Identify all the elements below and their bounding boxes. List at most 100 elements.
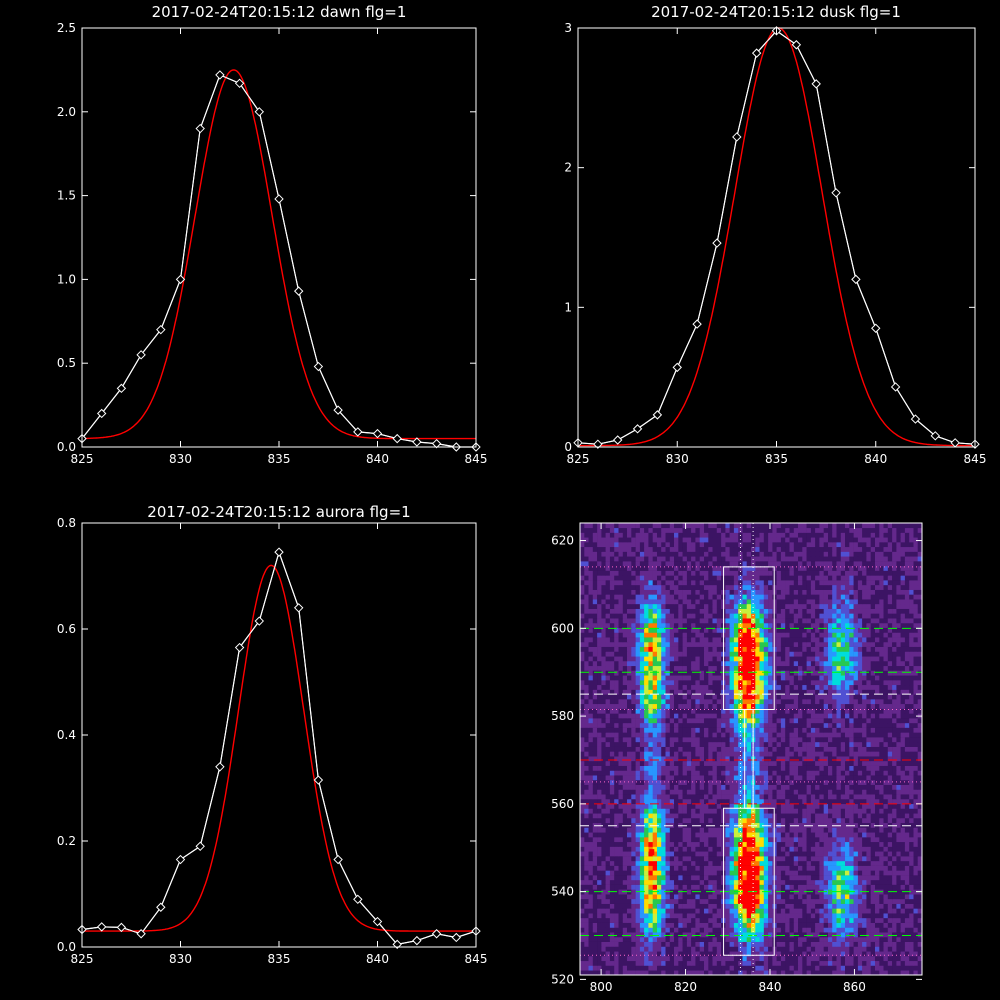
image-pixel	[776, 922, 782, 928]
image-pixel	[819, 741, 824, 747]
image-pixel	[879, 746, 884, 752]
image-pixel	[618, 770, 624, 776]
image-pixel	[857, 746, 863, 752]
dawn-data-point	[333, 405, 343, 415]
image-pixel	[652, 803, 658, 809]
image-pixel	[875, 808, 880, 814]
image-pixel	[691, 789, 696, 795]
image-pixel	[704, 927, 709, 933]
image-pixel	[836, 818, 842, 824]
image-pixel	[840, 860, 846, 866]
image-pixel	[828, 784, 833, 790]
image-pixel	[909, 846, 914, 852]
image-pixel	[716, 865, 722, 871]
image-pixel	[635, 770, 641, 776]
image-pixel	[917, 689, 923, 695]
image-pixel	[828, 756, 833, 762]
image-pixel	[785, 727, 790, 733]
image-pixel	[699, 936, 705, 942]
image-pixel	[665, 846, 671, 852]
image-pixel	[644, 951, 649, 957]
image-pixel	[793, 732, 799, 738]
image-pixel	[823, 936, 829, 942]
image-pixel	[674, 756, 679, 762]
image-pixel	[695, 856, 700, 862]
image-pixel	[798, 898, 803, 904]
image-pixel	[733, 727, 739, 733]
image-pixel	[815, 699, 820, 705]
image-pixel	[913, 851, 919, 857]
image-pixel	[887, 827, 893, 833]
image-pixel	[580, 946, 585, 952]
image-pixel	[768, 799, 773, 805]
image-pixel	[909, 917, 914, 923]
image-pixel	[639, 789, 645, 795]
dawn-data-point	[175, 274, 186, 285]
image-pixel	[870, 970, 876, 976]
image-pixel	[776, 799, 782, 805]
image-pixel	[870, 703, 876, 709]
image-pixel	[601, 841, 606, 847]
image-pixel	[609, 808, 615, 814]
image-pixel	[806, 799, 812, 805]
image-pixel	[644, 965, 649, 971]
image-pixel	[746, 794, 752, 800]
image-pixel	[900, 917, 906, 923]
image-pixel	[909, 932, 914, 938]
image-pixel	[614, 718, 619, 724]
image-pixel	[712, 822, 718, 828]
image-pixel	[635, 879, 641, 885]
image-pixel	[738, 722, 743, 728]
image-pixel	[909, 903, 914, 909]
image-pixel	[605, 727, 611, 733]
image-pixel	[815, 851, 820, 857]
image-pixel	[695, 699, 700, 705]
image-pixel	[879, 913, 884, 919]
image-pixel	[870, 789, 876, 795]
image-pixel	[866, 936, 871, 942]
image-pixel	[904, 932, 910, 938]
image-pixel	[686, 746, 692, 752]
image-pixel	[900, 803, 906, 809]
image-pixel	[913, 946, 919, 952]
dawn-data-point	[274, 194, 284, 204]
image-pixel	[597, 927, 602, 933]
image-pixel	[691, 756, 696, 762]
image-pixel	[810, 837, 816, 843]
image-pixel	[887, 879, 893, 885]
image-pixel	[751, 941, 756, 947]
image-pixel	[904, 846, 910, 852]
image-pixel	[759, 865, 765, 871]
image-pixel	[725, 803, 730, 809]
image-pixel	[725, 841, 730, 847]
image-pixel	[686, 808, 692, 814]
image-pixel	[751, 946, 756, 952]
image-pixel	[776, 784, 782, 790]
image-pixel	[810, 936, 816, 942]
image-pixel	[785, 813, 790, 819]
image-pixel	[776, 913, 782, 919]
image-pixel	[618, 879, 624, 885]
image-pixel	[729, 879, 735, 885]
image-pixel	[588, 932, 594, 938]
image-pixel	[785, 775, 790, 781]
image-pixel	[669, 851, 675, 857]
image-pixel	[900, 760, 906, 766]
image-pixel	[845, 779, 850, 785]
image-pixel	[845, 951, 850, 957]
image-pixel	[644, 789, 649, 795]
image-pixel	[678, 794, 683, 800]
image-pixel	[917, 789, 923, 795]
image-pixel	[759, 851, 765, 857]
image-pixel	[802, 951, 807, 957]
image-pixel	[866, 846, 871, 852]
image-pixel	[725, 908, 730, 914]
image-pixel	[729, 827, 735, 833]
image-pixel	[609, 884, 615, 890]
image-pixel	[648, 879, 653, 885]
image-pixel	[849, 837, 854, 843]
image-pixel	[900, 699, 906, 705]
image-pixel	[729, 789, 735, 795]
image-pixel	[892, 727, 897, 733]
image-pixel	[674, 884, 679, 890]
